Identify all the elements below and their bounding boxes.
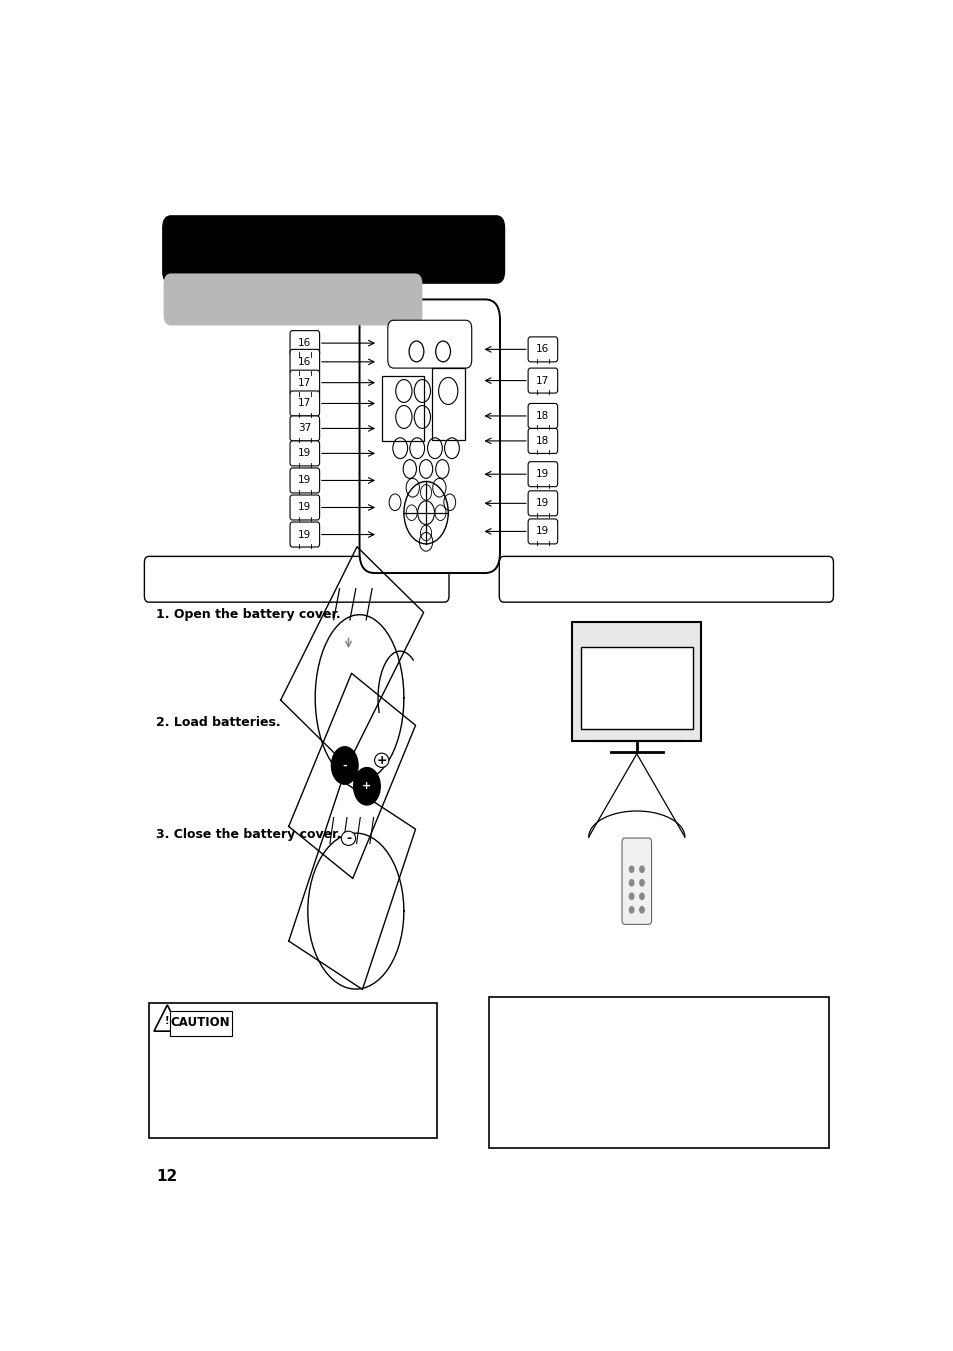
FancyBboxPatch shape (488, 997, 828, 1148)
FancyBboxPatch shape (290, 440, 319, 466)
FancyBboxPatch shape (359, 300, 499, 573)
Text: 17: 17 (536, 376, 549, 385)
Text: 19: 19 (536, 469, 549, 480)
Circle shape (629, 880, 633, 886)
Text: 12: 12 (156, 1169, 177, 1183)
FancyBboxPatch shape (621, 838, 651, 924)
Text: -: - (346, 832, 351, 844)
Circle shape (629, 893, 633, 900)
FancyBboxPatch shape (290, 521, 319, 547)
FancyBboxPatch shape (580, 647, 692, 728)
Circle shape (639, 893, 643, 900)
FancyBboxPatch shape (528, 490, 558, 516)
FancyBboxPatch shape (149, 1002, 436, 1138)
Circle shape (331, 747, 357, 784)
Text: 16: 16 (298, 357, 311, 367)
FancyBboxPatch shape (162, 215, 505, 284)
Text: 19: 19 (298, 530, 311, 539)
Text: 18: 18 (536, 411, 549, 422)
FancyBboxPatch shape (528, 336, 558, 362)
Text: 19: 19 (298, 476, 311, 485)
FancyBboxPatch shape (528, 404, 558, 428)
Text: +: + (376, 754, 387, 767)
FancyBboxPatch shape (572, 621, 700, 742)
Text: 17: 17 (298, 378, 311, 388)
FancyBboxPatch shape (528, 462, 558, 486)
FancyBboxPatch shape (290, 467, 319, 493)
Circle shape (629, 907, 633, 913)
FancyBboxPatch shape (290, 416, 319, 440)
Text: -: - (342, 761, 347, 770)
Circle shape (639, 907, 643, 913)
Text: !: ! (165, 1016, 170, 1025)
Text: 19: 19 (536, 499, 549, 508)
Circle shape (354, 767, 380, 805)
Text: 16: 16 (298, 338, 311, 349)
Text: 1. Open the battery cover.: 1. Open the battery cover. (156, 608, 340, 621)
FancyBboxPatch shape (528, 367, 558, 393)
FancyBboxPatch shape (290, 370, 319, 394)
FancyBboxPatch shape (381, 377, 423, 440)
Text: 19: 19 (298, 449, 311, 458)
Text: 16: 16 (536, 345, 549, 354)
FancyBboxPatch shape (290, 350, 319, 374)
Text: +: + (362, 781, 371, 792)
FancyBboxPatch shape (164, 273, 422, 326)
FancyBboxPatch shape (498, 557, 833, 603)
Text: 18: 18 (536, 436, 549, 446)
FancyBboxPatch shape (528, 519, 558, 544)
FancyBboxPatch shape (432, 367, 464, 440)
Text: 17: 17 (298, 399, 311, 408)
FancyBboxPatch shape (290, 390, 319, 416)
Text: 19: 19 (536, 527, 549, 536)
Text: CAUTION: CAUTION (171, 1016, 230, 1029)
Circle shape (639, 866, 643, 873)
Text: 3. Close the battery cover.: 3. Close the battery cover. (156, 828, 341, 840)
Text: 19: 19 (298, 503, 311, 512)
FancyBboxPatch shape (170, 1011, 232, 1036)
Text: 37: 37 (298, 423, 311, 434)
Circle shape (639, 880, 643, 886)
FancyBboxPatch shape (528, 428, 558, 454)
Polygon shape (153, 1005, 180, 1031)
Circle shape (629, 866, 633, 873)
Text: 2. Load batteries.: 2. Load batteries. (156, 716, 280, 728)
FancyBboxPatch shape (144, 557, 449, 603)
FancyBboxPatch shape (388, 320, 471, 367)
FancyBboxPatch shape (290, 331, 319, 355)
FancyBboxPatch shape (290, 494, 319, 520)
